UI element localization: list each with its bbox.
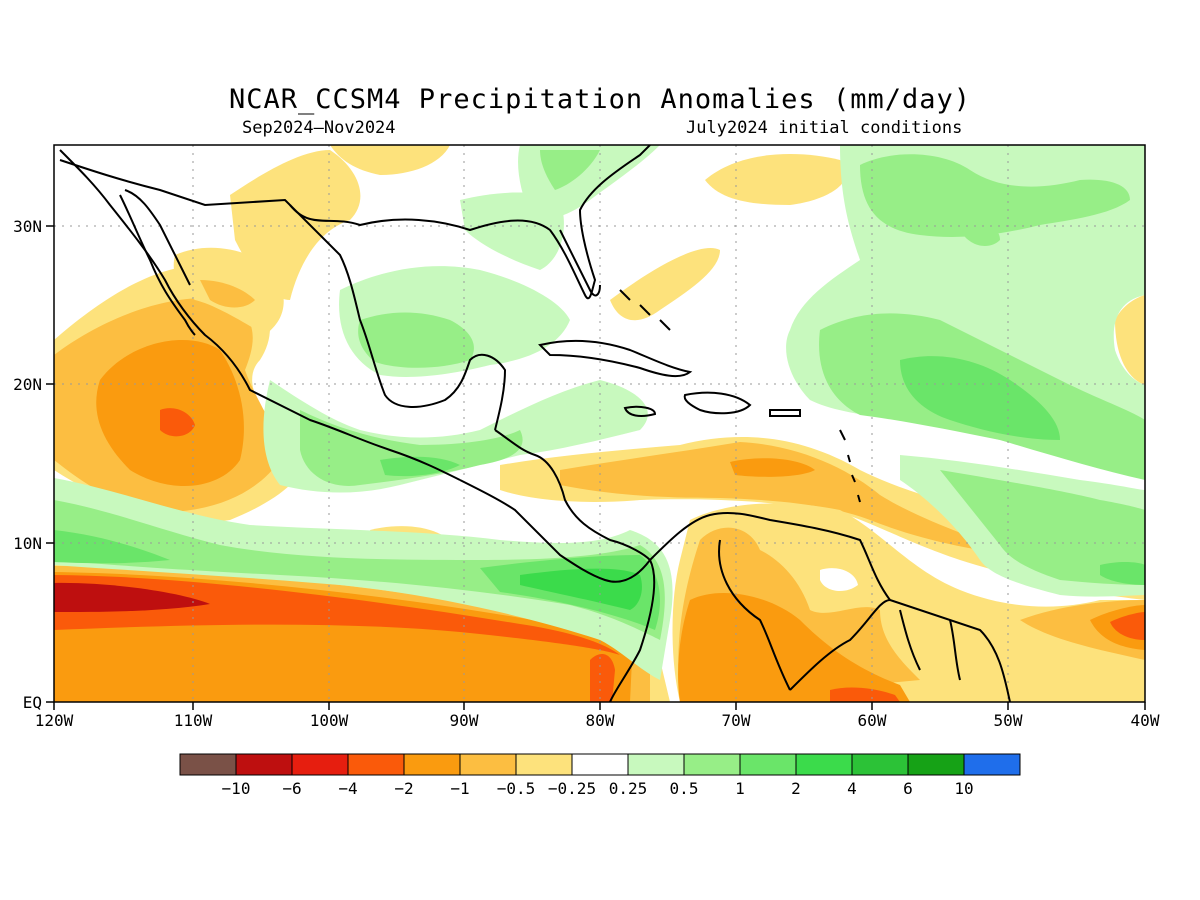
anomaly-region [1100, 561, 1145, 585]
anomaly-region [54, 530, 170, 564]
lat-tick-label: 10N [13, 534, 42, 553]
anomaly-region [300, 410, 523, 486]
anomaly-region [940, 470, 1145, 585]
colorbar-swatch [627, 753, 685, 776]
anomaly-region [705, 154, 847, 205]
lat-axis: EQ 10N 20N 30N [13, 217, 42, 712]
colorbar-swatch [347, 753, 405, 776]
colorbar-label: −1 [450, 779, 469, 798]
lon-tick-label: 120W [35, 711, 74, 730]
lat-tick-label: EQ [23, 693, 42, 712]
anomaly-region [54, 582, 210, 612]
lon-tick-label: 60W [858, 711, 887, 730]
lon-axis: 120W 110W 100W 90W 80W 70W 60W 50W 40W [35, 711, 1160, 730]
anomaly-region [730, 458, 815, 477]
colorbar-swatch [571, 753, 629, 776]
init-subtitle: July2024 initial conditions [686, 118, 963, 138]
colorbar-swatch [291, 753, 349, 776]
anomaly-field [54, 145, 1145, 702]
anomaly-region [1110, 612, 1145, 640]
colorbar-label: 1 [735, 779, 745, 798]
lat-tick-label: 20N [13, 375, 42, 394]
colorbar-swatch [403, 753, 461, 776]
colorbar-label: 4 [847, 779, 857, 798]
anomaly-region [200, 280, 255, 308]
anomaly-region [820, 568, 858, 592]
colorbar-label: −2 [394, 779, 413, 798]
colorbar-label: 10 [954, 779, 973, 798]
anomaly-region [54, 575, 620, 655]
lon-tick-label: 70W [722, 711, 751, 730]
axis-ticks [46, 225, 1146, 710]
lon-tick-label: 50W [994, 711, 1023, 730]
anomaly-region [520, 568, 642, 610]
lon-tick-label: 80W [586, 711, 615, 730]
anomaly-region [540, 150, 600, 190]
anomaly-region [960, 224, 1000, 246]
colorbar-swatch [515, 753, 573, 776]
graticule [54, 145, 1145, 702]
colorbar-label: 0.5 [670, 779, 699, 798]
anomaly-region [160, 408, 195, 437]
map-title: NCAR_CCSM4 Precipitation Anomalies (mm/d… [229, 84, 971, 115]
colorbar-label: 6 [903, 779, 913, 798]
period-subtitle: Sep2024–Nov2024 [242, 118, 396, 138]
anomaly-region [1115, 295, 1145, 385]
colorbar-label: −6 [282, 779, 301, 798]
lon-tick-label: 100W [310, 711, 349, 730]
colorbar-swatch [963, 753, 1021, 776]
colorbar-swatch [851, 753, 909, 776]
anomaly-region [860, 154, 1130, 237]
colorbar-label: −0.5 [497, 779, 536, 798]
lon-tick-label: 40W [1131, 711, 1160, 730]
anomaly-region [560, 442, 1020, 555]
lon-tick-label: 90W [450, 711, 479, 730]
anomaly-region [590, 654, 615, 702]
coastlines [59, 145, 1011, 702]
colorbar-swatch [907, 753, 965, 776]
colorbar-label: 0.25 [609, 779, 648, 798]
colorbar-label: −4 [338, 779, 357, 798]
colorbar-swatch [459, 753, 517, 776]
colorbar: −10 −6 −4 −2 −1 −0.5 −0.25 0.25 0.5 1 2 4 6 10 [179, 753, 1021, 798]
colorbar-swatch [739, 753, 797, 776]
anomaly-region [54, 500, 665, 640]
colorbar-swatch [235, 753, 293, 776]
anomaly-region [830, 687, 900, 702]
lon-tick-label: 110W [174, 711, 213, 730]
colorbar-swatch [795, 753, 853, 776]
anomaly-region [330, 145, 450, 175]
anomaly-region [610, 248, 720, 321]
anomaly-region [900, 356, 1060, 440]
colorbar-swatch [683, 753, 741, 776]
colorbar-label: −0.25 [548, 779, 596, 798]
anomaly-region [230, 150, 361, 300]
colorbar-label: −10 [222, 779, 251, 798]
anomaly-region [358, 312, 474, 368]
lat-tick-label: 30N [13, 217, 42, 236]
colorbar-swatch [179, 753, 237, 776]
colorbar-label: 2 [791, 779, 801, 798]
